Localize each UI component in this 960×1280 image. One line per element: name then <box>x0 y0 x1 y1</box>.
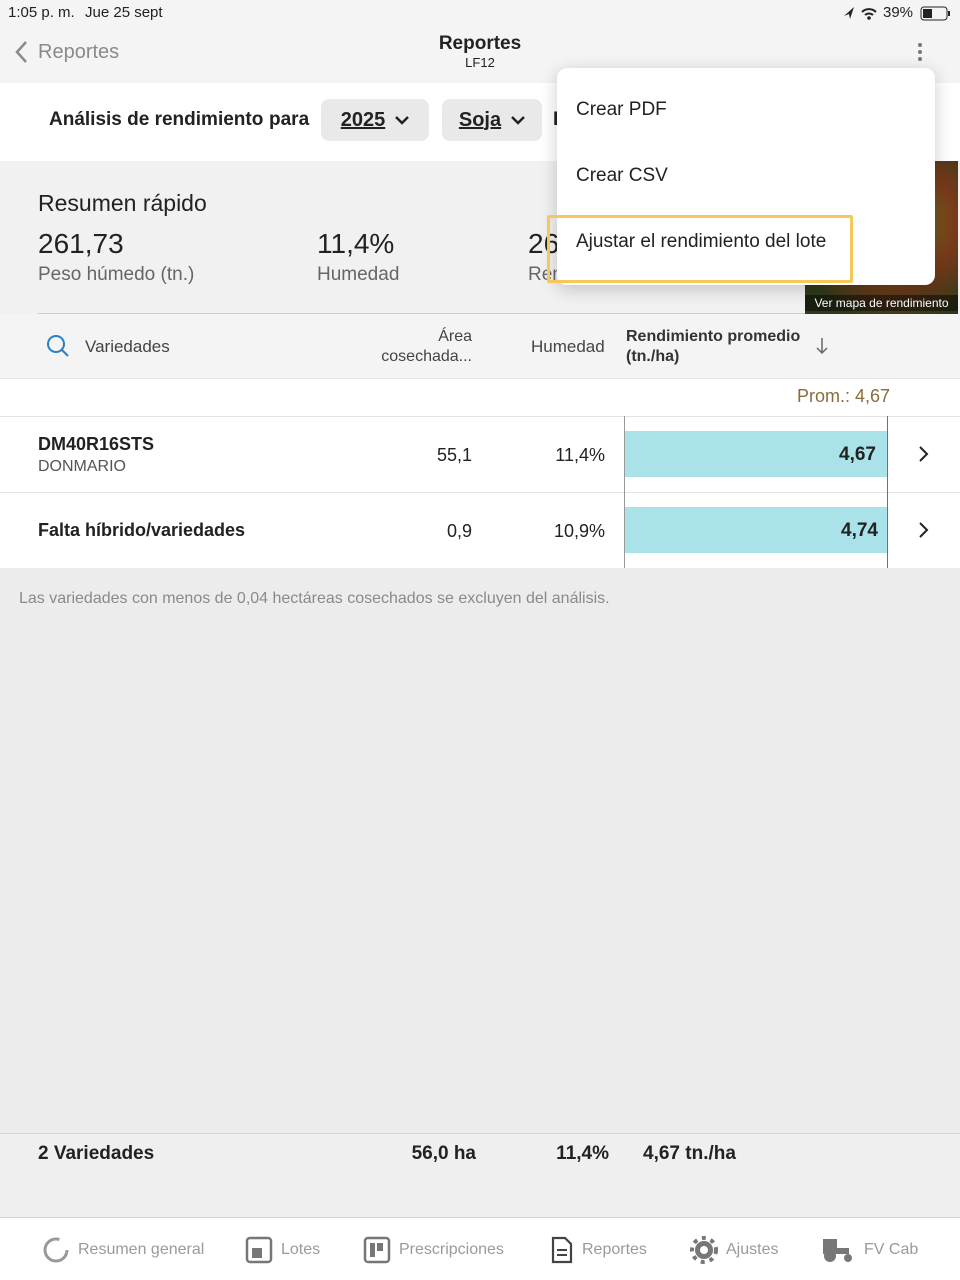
tab-label[interactable]: Reportes <box>582 1241 647 1258</box>
table-header <box>0 314 960 378</box>
tab-label[interactable]: Lotes <box>281 1241 321 1258</box>
tab-label[interactable]: Ajustes <box>726 1241 779 1258</box>
row-chevron[interactable] <box>918 445 930 463</box>
total-yield: 4,67 tn./ha <box>643 1143 736 1164</box>
highlight-box <box>547 215 853 283</box>
year[interactable]: 2025 <box>340 108 386 131</box>
column-header[interactable]: Humedad <box>531 337 605 356</box>
popup-menu <box>557 68 935 285</box>
stat-label: Humedad <box>317 264 400 285</box>
search-icon[interactable] <box>46 334 70 358</box>
column-header[interactable]: Área cosechada... <box>381 328 472 365</box>
search-placeholder[interactable]: Variedades <box>85 337 170 356</box>
tab[interactable]: Prescripciones <box>363 1236 504 1264</box>
variety-name[interactable]: DM40R16STS <box>38 434 155 454</box>
tab-label[interactable]: Prescripciones <box>399 1241 504 1258</box>
more-button[interactable] <box>912 42 928 64</box>
average-line <box>887 416 888 568</box>
tab[interactable]: FV Cab <box>820 1236 918 1264</box>
yield-bar <box>625 507 887 553</box>
note: Las variedades con menos de 0,04 hectáre… <box>19 590 610 607</box>
divider <box>38 313 805 314</box>
area: 55,1 <box>436 445 472 465</box>
crop-dropdown[interactable]: Soja <box>442 99 542 141</box>
hidden-filter: I <box>553 109 559 130</box>
tab-bar <box>0 1217 960 1280</box>
filter-label: Análisis de rendimiento <box>49 109 264 130</box>
stat-value: 26 <box>528 228 560 259</box>
totals <box>0 1133 960 1217</box>
row-divider <box>0 416 960 417</box>
stat-value: 11,4% <box>317 228 395 259</box>
stat-label: Peso húmedo (tn.) <box>38 264 195 285</box>
variety-brand: DONMARIO <box>38 458 126 475</box>
back-button[interactable]: Reportes <box>14 40 119 64</box>
yield: 4,74 <box>841 520 878 541</box>
tab-label[interactable]: FV Cab <box>864 1241 919 1258</box>
stat-value: 261,73 <box>38 228 124 259</box>
moisture: 10,9% <box>553 521 605 541</box>
yield: 4,67 <box>839 444 876 465</box>
date: Jue 25 sept <box>85 4 163 21</box>
nav-subtitle: LF12 <box>465 55 495 70</box>
total-moisture: 11,4% <box>556 1143 609 1164</box>
tab-label[interactable]: Resumen general <box>78 1241 205 1258</box>
menu-item[interactable]: Crear PDF <box>576 99 667 120</box>
menu-item[interactable]: Ajustar el rendimiento del lote <box>576 231 827 252</box>
bar-axis <box>624 416 625 568</box>
tab[interactable]: Ajustes <box>690 1236 778 1264</box>
summary-title: Resumen rápido <box>38 190 207 216</box>
tab[interactable]: Lotes <box>245 1236 320 1264</box>
tab[interactable]: Reportes <box>550 1236 647 1264</box>
moisture: 11,4% <box>555 445 605 465</box>
sort-icon[interactable] <box>815 337 829 355</box>
variety-name[interactable]: Falta híbrido/variedades <box>38 520 246 540</box>
nav-title: Reportes <box>438 33 522 54</box>
area: 0,9 <box>446 521 472 541</box>
tab[interactable]: Resumen general <box>42 1236 204 1264</box>
yield-bar <box>625 431 887 477</box>
year-dropdown[interactable]: 2025 <box>321 99 429 141</box>
total-count: 2 Variedades <box>38 1143 155 1164</box>
map-link[interactable]: Ver mapa de rendimiento <box>805 295 958 311</box>
menu-item[interactable]: Crear CSV <box>576 165 668 186</box>
status-icons <box>844 6 950 21</box>
back-label[interactable]: Reportes <box>38 40 120 63</box>
filter-connector: para <box>269 109 310 130</box>
row-divider <box>0 492 960 493</box>
total-area: 56,0 ha <box>411 1143 476 1164</box>
battery-level: 39% <box>883 4 914 21</box>
row-chevron[interactable] <box>918 521 930 539</box>
average-label: Prom.: 4,67 <box>796 386 890 406</box>
crop[interactable]: Soja <box>458 108 502 131</box>
column-header[interactable]: Rendimiento promedio (tn./ha) <box>626 328 801 365</box>
time: 1:05 p. m. <box>8 4 75 21</box>
